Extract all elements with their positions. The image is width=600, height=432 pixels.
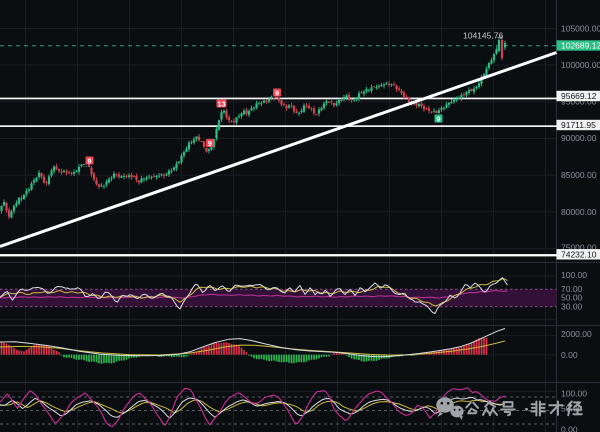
svg-text:95669.12: 95669.12 [561, 91, 597, 101]
svg-text:50.00: 50.00 [561, 293, 583, 303]
svg-text:85000.00: 85000.00 [561, 170, 597, 180]
svg-text:102689.12: 102689.12 [561, 41, 600, 51]
svg-text:74232.10: 74232.10 [561, 250, 597, 260]
svg-text:100.00: 100.00 [561, 389, 587, 399]
svg-text:100000.00: 100000.00 [561, 60, 600, 70]
svg-text:9: 9 [275, 88, 279, 97]
svg-text:13: 13 [217, 99, 225, 108]
svg-text:90000.00: 90000.00 [561, 133, 597, 143]
svg-text:30.00: 30.00 [561, 302, 583, 312]
svg-text:0.00: 0.00 [561, 350, 578, 360]
svg-text:9: 9 [436, 114, 440, 123]
svg-text:0.00: 0.00 [561, 424, 578, 432]
svg-text:→: → [495, 31, 504, 41]
svg-text:91711.95: 91711.95 [561, 120, 596, 130]
svg-text:75000.00: 75000.00 [561, 243, 597, 253]
svg-text:105000.00: 105000.00 [561, 24, 600, 34]
svg-text:70.00: 70.00 [561, 284, 583, 294]
svg-text:2000.00: 2000.00 [561, 329, 592, 339]
svg-text:100.00: 100.00 [561, 270, 587, 280]
svg-text:9: 9 [208, 139, 212, 148]
svg-text:80000.00: 80000.00 [561, 207, 597, 217]
svg-text:104145.76: 104145.76 [463, 31, 503, 41]
svg-text:95000.00: 95000.00 [561, 97, 597, 107]
svg-text:9: 9 [87, 156, 91, 165]
